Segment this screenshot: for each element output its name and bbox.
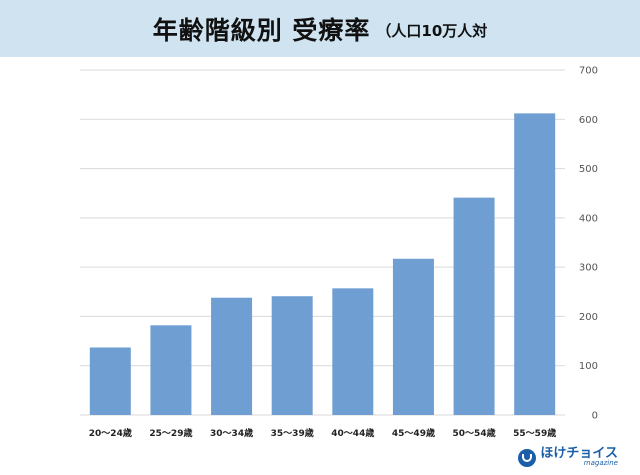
- brand-logo: ほけチョイス magazine: [518, 447, 618, 467]
- x-axis-labels: 20～24歳 25～29歳 30～34歳 35～39歳 40～44歳 45～49歳 50～5…: [89, 427, 556, 439]
- bar-2: [211, 297, 253, 415]
- chart-title: 年齢階級別 受療率: [152, 15, 371, 45]
- y-tick-label: 700: [579, 66, 598, 77]
- x-category-label: 35～39歳: [271, 427, 314, 439]
- logo-subtitle: magazine: [583, 459, 618, 467]
- bar-6: [453, 197, 495, 415]
- bar-3: [271, 296, 313, 415]
- bar-5: [392, 258, 434, 415]
- y-tick-label: 0: [592, 411, 598, 422]
- y-tick-label: 500: [579, 164, 598, 175]
- bar-0: [89, 347, 131, 415]
- chart-title-bar: 年齢階級別 受療率 （人口10万人対: [0, 0, 640, 57]
- bar-7: [514, 113, 556, 415]
- title-band: [0, 0, 640, 57]
- y-tick-label: 400: [579, 213, 598, 224]
- y-tick-label: 200: [579, 312, 598, 323]
- y-axis-ticks: 0 100 200 300 400 500 600 700: [579, 66, 598, 422]
- logo-mark-icon: [518, 449, 537, 467]
- x-category-label: 55～59歳: [513, 427, 556, 439]
- x-category-label: 25～29歳: [149, 427, 192, 439]
- logo-name: ほけチョイス: [540, 446, 618, 461]
- bar-1: [150, 325, 192, 415]
- y-tick-label: 600: [579, 115, 598, 126]
- x-category-label: 20～24歳: [89, 427, 132, 439]
- y-tick-label: 100: [579, 361, 598, 372]
- y-tick-label: 300: [579, 263, 598, 274]
- chart-unit-note: （人口10万人対: [376, 22, 488, 40]
- x-category-label: 30～34歳: [210, 427, 253, 439]
- bars: [89, 113, 556, 415]
- bar-4: [332, 288, 374, 415]
- x-category-label: 45～49歳: [392, 427, 435, 439]
- x-category-label: 50～54歳: [453, 427, 496, 439]
- bar-chart: 0 100 200 300 400 500 600 700 20～24歳 25～29歳 30～34…: [80, 66, 598, 439]
- x-category-label: 40～44歳: [331, 427, 374, 439]
